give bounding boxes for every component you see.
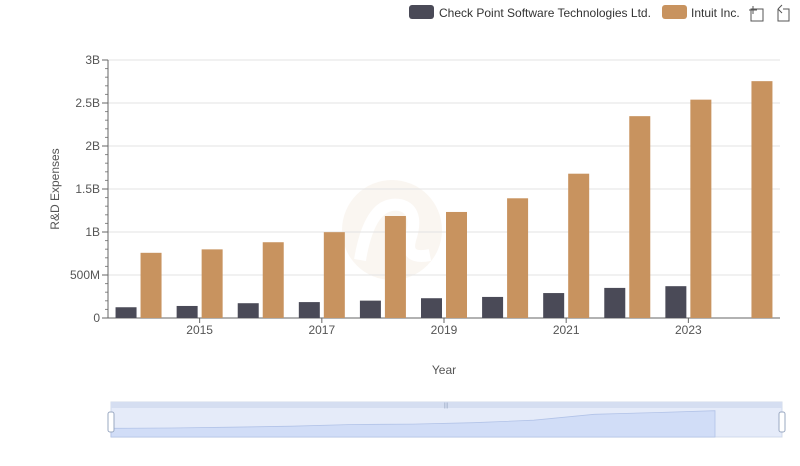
bar-check-point-2019[interactable]: [421, 298, 442, 318]
x-tick-label: 2021: [553, 323, 580, 337]
bar-check-point-2023[interactable]: [665, 286, 687, 318]
legend-swatch-intuit: [662, 5, 687, 19]
bar-intuit-2018[interactable]: [384, 216, 406, 318]
bar-intuit-2024[interactable]: [751, 81, 773, 318]
y-tick-label: 0: [93, 311, 100, 325]
slider-top-bar[interactable]: [111, 402, 782, 408]
legend-label-check-point: Check Point Software Technologies Ltd.: [439, 6, 651, 20]
bar-intuit-2022[interactable]: [629, 116, 651, 319]
bar-check-point-2017[interactable]: [298, 302, 320, 318]
bar-intuit-2020[interactable]: [507, 198, 529, 318]
legend-label-intuit: Intuit Inc.: [691, 6, 740, 20]
bar-check-point-2021[interactable]: [543, 293, 565, 318]
y-tick-label: 1B: [85, 225, 100, 239]
y-tick-label: 500M: [70, 268, 100, 282]
x-tick-label: 2017: [308, 323, 335, 337]
bar-check-point-2016[interactable]: [237, 303, 259, 318]
x-axis: 2015 2017 2019 2021 2023: [108, 317, 780, 337]
restore-icon[interactable]: [777, 4, 790, 22]
legend-item-intuit[interactable]: Intuit Inc.: [662, 5, 740, 20]
y-tick-label: 2B: [85, 139, 100, 153]
y-tick-label: 1.5B: [75, 182, 100, 196]
x-tick-label: 2015: [186, 323, 213, 337]
bar-check-point-2022[interactable]: [604, 287, 626, 318]
y-axis-title: R&D Expenses: [48, 148, 62, 229]
y-tick-label: 2.5B: [75, 96, 100, 110]
bar-check-point-2014[interactable]: [115, 307, 137, 318]
bar-check-point-2020[interactable]: [482, 296, 504, 318]
x-tick-label: 2023: [675, 323, 702, 337]
x-axis-title: Year: [432, 363, 456, 377]
slider-preview-area: [110, 410, 716, 438]
bar-intuit-2023[interactable]: [690, 99, 712, 318]
legend-swatch-check-point: [409, 5, 434, 19]
legend-item-check-point[interactable]: Check Point Software Technologies Ltd.: [409, 5, 651, 20]
slider-selection[interactable]: [111, 408, 782, 437]
y-axis: 0 500M 1B 1.5B 2B 2.5B 3B: [70, 53, 109, 325]
bar-intuit-2017[interactable]: [323, 232, 345, 318]
bar-intuit-2021[interactable]: [568, 173, 590, 318]
zoom-icon[interactable]: [749, 6, 764, 22]
slider-handle-right[interactable]: [778, 411, 786, 433]
x-tick-label: 2019: [431, 323, 458, 337]
grid-lines: [108, 59, 780, 276]
data-zoom-slider[interactable]: |||: [107, 401, 786, 438]
legend: Check Point Software Technologies Ltd. I…: [409, 5, 740, 20]
bar-check-point-2015[interactable]: [176, 305, 198, 318]
y-tick-label: 3B: [85, 53, 100, 67]
bar-intuit-2016[interactable]: [262, 242, 284, 318]
bars: [115, 81, 773, 319]
slider-handle-left[interactable]: [107, 411, 115, 433]
slider-grip-icon: |||: [444, 403, 449, 409]
bar-intuit-2019[interactable]: [446, 211, 467, 318]
bar-check-point-2018[interactable]: [359, 300, 381, 318]
bar-intuit-2015[interactable]: [201, 249, 223, 318]
bar-intuit-2014[interactable]: [140, 252, 162, 318]
